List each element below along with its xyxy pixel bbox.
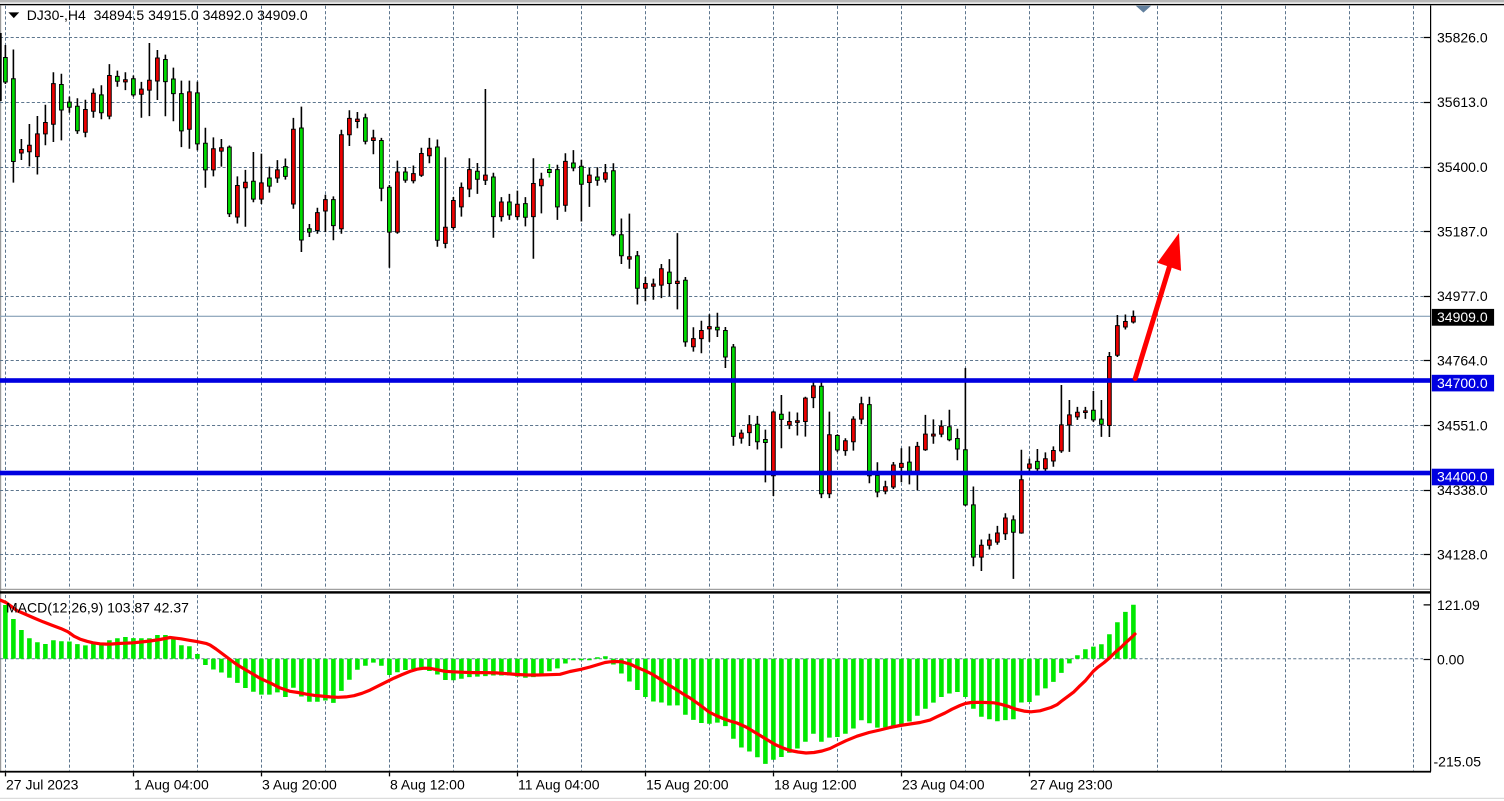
svg-text:34338.0: 34338.0 xyxy=(1437,482,1488,498)
svg-text:3 Aug 20:00: 3 Aug 20:00 xyxy=(262,777,337,793)
svg-text:34551.0: 34551.0 xyxy=(1437,417,1488,433)
svg-text:34977.0: 34977.0 xyxy=(1437,288,1488,304)
svg-text:0.00: 0.00 xyxy=(1437,652,1464,668)
svg-text:34128.0: 34128.0 xyxy=(1437,547,1488,563)
svg-text:27 Aug 23:00: 27 Aug 23:00 xyxy=(1030,777,1113,793)
svg-text:MACD(12,26,9) 103.87 42.37: MACD(12,26,9) 103.87 42.37 xyxy=(6,599,189,615)
svg-text:34700.0: 34700.0 xyxy=(1437,375,1488,391)
svg-text:DJ30-,H4 34894.5 34915.0 3489: DJ30-,H4 34894.5 34915.0 34892.0 34909.0 xyxy=(27,7,308,23)
svg-text:35187.0: 35187.0 xyxy=(1437,223,1488,239)
svg-text:35400.0: 35400.0 xyxy=(1437,159,1488,175)
svg-text:35613.0: 35613.0 xyxy=(1437,94,1488,110)
svg-text:8 Aug 12:00: 8 Aug 12:00 xyxy=(390,777,465,793)
svg-text:34400.0: 34400.0 xyxy=(1437,469,1488,485)
svg-text:11 Aug 04:00: 11 Aug 04:00 xyxy=(518,777,600,793)
svg-text:35826.0: 35826.0 xyxy=(1437,30,1488,46)
svg-text:34909.0: 34909.0 xyxy=(1437,309,1488,325)
svg-text:27 Jul 2023: 27 Jul 2023 xyxy=(6,777,79,793)
svg-text:23 Aug 04:00: 23 Aug 04:00 xyxy=(902,777,985,793)
svg-text:15 Aug 20:00: 15 Aug 20:00 xyxy=(646,777,729,793)
svg-text:18 Aug 12:00: 18 Aug 12:00 xyxy=(774,777,857,793)
svg-text:1 Aug 04:00: 1 Aug 04:00 xyxy=(134,777,209,793)
svg-text:121.09: 121.09 xyxy=(1437,597,1480,613)
svg-text:-215.05: -215.05 xyxy=(1434,754,1482,770)
svg-text:34764.0: 34764.0 xyxy=(1437,353,1488,369)
